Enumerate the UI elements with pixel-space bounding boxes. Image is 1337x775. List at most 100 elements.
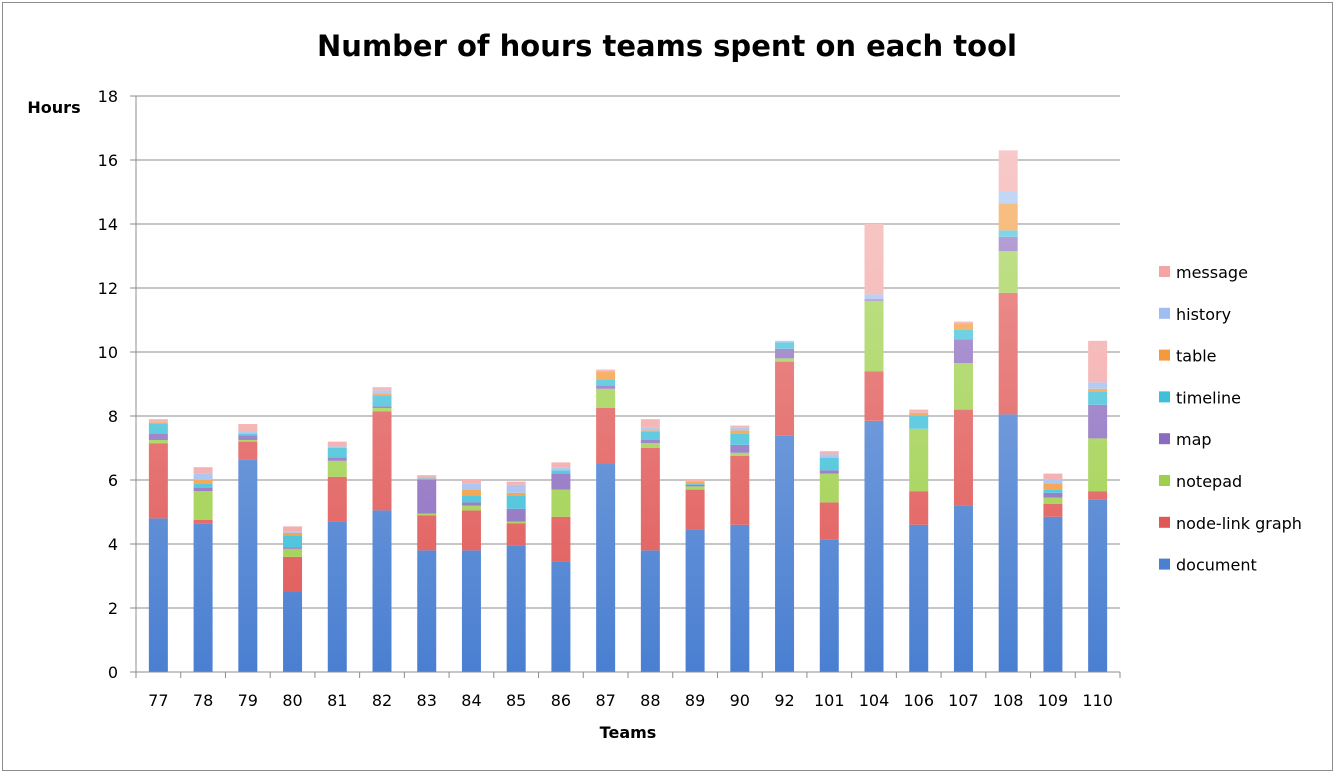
bar-segment-message-team-80 xyxy=(283,526,303,532)
legend-label-timeline: timeline xyxy=(1176,388,1241,407)
legend-label-message: message xyxy=(1176,263,1248,282)
x-tick-label: 84 xyxy=(461,691,481,710)
bar-segment-history-team-78 xyxy=(193,473,213,480)
x-tick-label: 92 xyxy=(774,691,794,710)
bar-segment-timeline-team-90 xyxy=(730,433,750,445)
y-tick-label: 14 xyxy=(98,215,118,234)
x-tick-label: 104 xyxy=(859,691,890,710)
bar-segment-message-team-83 xyxy=(417,475,437,479)
bar-segment-timeline-team-86 xyxy=(551,470,571,474)
y-tick-label: 10 xyxy=(98,343,118,362)
bar-segment-history-team-110 xyxy=(1088,382,1108,389)
bar-segment-history-team-104 xyxy=(864,294,884,300)
bar-segment-node-link-graph-team-89 xyxy=(685,489,705,530)
bar-segment-map-team-78 xyxy=(193,488,213,492)
bar-segment-document-team-84 xyxy=(461,550,481,672)
bar-segment-history-team-92 xyxy=(775,340,795,343)
bar-segment-history-team-108 xyxy=(998,192,1018,204)
x-axis-title: Teams xyxy=(600,723,657,742)
y-tick-label: 12 xyxy=(98,279,118,298)
bar-segment-message-team-87 xyxy=(596,369,616,372)
bar-segment-history-team-88 xyxy=(640,427,660,431)
bar-segment-document-team-78 xyxy=(193,523,213,672)
bar-segment-document-team-107 xyxy=(953,505,973,672)
bar-segment-node-link-graph-team-92 xyxy=(775,361,795,436)
x-tick-label: 110 xyxy=(1082,691,1113,710)
bar-segment-map-team-82 xyxy=(372,406,392,408)
bar-segment-map-team-110 xyxy=(1088,404,1108,439)
bar-segment-node-link-graph-team-79 xyxy=(238,441,258,460)
x-tick-label: 86 xyxy=(551,691,571,710)
bar-segment-document-team-106 xyxy=(909,524,929,672)
bar-segment-node-link-graph-team-106 xyxy=(909,491,929,525)
bar-segment-message-team-85 xyxy=(506,481,526,485)
x-tick-label: 108 xyxy=(993,691,1024,710)
x-tick-label: 88 xyxy=(640,691,660,710)
bar-segment-map-team-83 xyxy=(417,480,437,514)
bar-segment-history-team-81 xyxy=(327,446,347,448)
bar-segment-timeline-team-84 xyxy=(461,496,481,503)
bar-segment-timeline-team-81 xyxy=(327,448,347,458)
bar-segment-node-link-graph-team-110 xyxy=(1088,491,1108,500)
y-tick-label: 18 xyxy=(98,87,118,106)
bar-segment-node-link-graph-team-84 xyxy=(461,510,481,551)
legend-label-document: document xyxy=(1176,556,1257,575)
bar-segment-map-team-86 xyxy=(551,473,571,490)
bar-segment-document-team-90 xyxy=(730,524,750,672)
bar-segment-map-team-84 xyxy=(461,502,481,506)
bar-segment-timeline-team-78 xyxy=(193,483,213,488)
bar-segment-document-team-88 xyxy=(640,550,660,672)
x-tick-label: 82 xyxy=(372,691,392,710)
x-tick-label: 101 xyxy=(814,691,845,710)
bar-segment-document-team-81 xyxy=(327,521,347,672)
x-tick-labels: 77 78 79 80 81 82 83 84 85 86 87 88 89 90 92 101 104 106 1… xyxy=(148,691,1113,710)
bar-segment-timeline-team-89 xyxy=(685,483,705,485)
bar-segment-history-team-86 xyxy=(551,467,571,471)
bar-segment-node-link-graph-team-88 xyxy=(640,448,660,551)
bar-segment-map-team-107 xyxy=(953,339,973,364)
y-tick-label: 2 xyxy=(108,599,118,618)
bar-segment-history-team-85 xyxy=(506,484,526,493)
bar-segment-history-team-80 xyxy=(283,531,303,533)
bar-segment-document-team-79 xyxy=(238,459,258,672)
chart-title: Number of hours teams spent on each tool xyxy=(317,29,1017,63)
bar-segment-node-link-graph-team-82 xyxy=(372,411,392,511)
legend-swatch-map xyxy=(1159,433,1170,445)
bar-segment-map-team-77 xyxy=(148,433,168,440)
bar-segment-message-team-110 xyxy=(1088,340,1108,383)
bar-segment-document-team-101 xyxy=(819,539,839,672)
x-tick-label: 81 xyxy=(327,691,347,710)
bar-segment-message-team-106 xyxy=(909,409,929,413)
y-tick-label: 16 xyxy=(98,151,118,170)
bar-segment-document-team-85 xyxy=(506,545,526,672)
axes xyxy=(135,96,1121,678)
bar-segment-message-team-107 xyxy=(953,321,973,324)
x-tick-label: 78 xyxy=(193,691,213,710)
bar-segment-notepad-team-85 xyxy=(506,521,526,524)
bar-segment-timeline-team-83 xyxy=(417,478,437,480)
y-tick-label: 4 xyxy=(108,535,118,554)
x-tick-label: 89 xyxy=(685,691,705,710)
x-tick-label: 77 xyxy=(148,691,168,710)
legend-swatch-table xyxy=(1159,349,1170,361)
bar-segment-table-team-78 xyxy=(193,480,213,484)
bar-segment-timeline-team-101 xyxy=(819,457,839,471)
bar-segment-timeline-team-110 xyxy=(1088,392,1108,405)
bar-segment-map-team-90 xyxy=(730,444,750,453)
x-tick-label: 79 xyxy=(238,691,258,710)
legend-swatch-notepad xyxy=(1159,475,1170,486)
bar-segment-message-team-89 xyxy=(685,480,705,482)
legend-label-node-link-graph: node-link graph xyxy=(1176,514,1302,533)
bar-segment-message-team-90 xyxy=(730,425,750,428)
bar-segment-message-team-82 xyxy=(372,387,392,391)
legend-swatch-timeline xyxy=(1159,391,1170,403)
bar-segment-node-link-graph-team-104 xyxy=(864,371,884,421)
bar-segment-node-link-graph-team-85 xyxy=(506,523,526,546)
bar-segment-timeline-team-82 xyxy=(372,395,392,407)
x-tick-label: 87 xyxy=(595,691,615,710)
bar-segment-table-team-110 xyxy=(1088,388,1108,392)
bar-segment-timeline-team-85 xyxy=(506,496,526,509)
bar-segment-history-team-79 xyxy=(238,432,258,434)
bar-segment-timeline-team-92 xyxy=(775,342,795,349)
bar-segment-notepad-team-77 xyxy=(148,440,168,444)
